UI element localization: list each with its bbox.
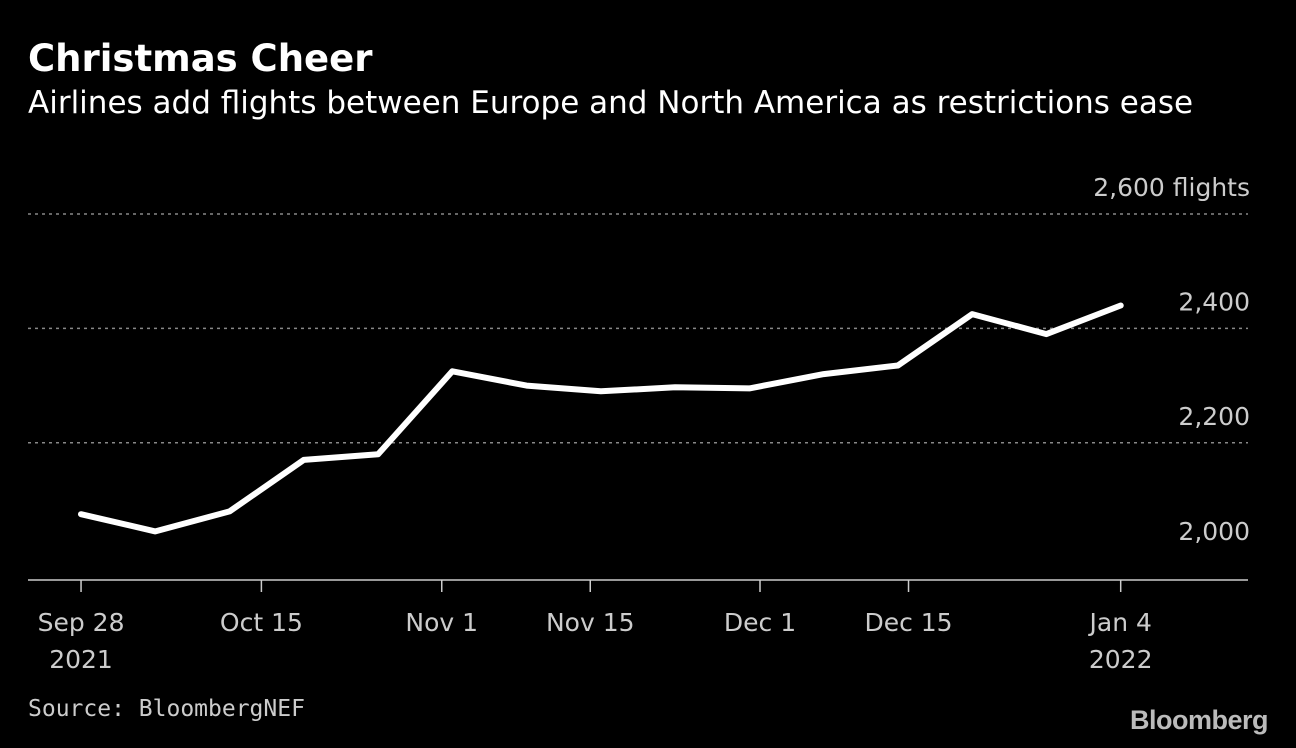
chart-title: Christmas Cheer [28, 37, 373, 80]
bloomberg-logo: Bloomberg [1129, 705, 1269, 735]
x-tick-label: Nov 1 [405, 608, 478, 637]
x-tick-label: Dec 15 [864, 608, 952, 637]
x-tick-label: Oct 15 [220, 608, 303, 637]
y-axis-labels: 2,000 2,200 2,400 2,600 flights [1093, 173, 1250, 546]
series-layer [78, 302, 1124, 535]
x-tick-label: 2022 [1089, 645, 1153, 674]
chart-subtitle: Airlines add flights between Europe and … [28, 85, 1194, 121]
y-tick-label: 2,600 flights [1093, 173, 1250, 202]
y-tick-label: 2,400 [1178, 287, 1250, 316]
series-line [78, 302, 1124, 535]
x-tick-label: Dec 1 [724, 608, 796, 637]
source-note: Source: BloombergNEF [28, 696, 305, 722]
grid-lines [28, 213, 1248, 444]
x-tick-label: Nov 15 [546, 608, 635, 637]
y-tick-label: 2,200 [1178, 402, 1250, 431]
x-tick-label: Jan 4 [1088, 608, 1152, 637]
x-tick-label: Sep 28 [38, 608, 125, 637]
x-axis: Sep 28 2021 Oct 15 Nov 1 Nov 15 Dec 1 Dec 15 Ja… [28, 579, 1248, 674]
y-tick-label: 2,000 [1178, 517, 1250, 546]
x-tick-label: 2021 [49, 645, 113, 674]
